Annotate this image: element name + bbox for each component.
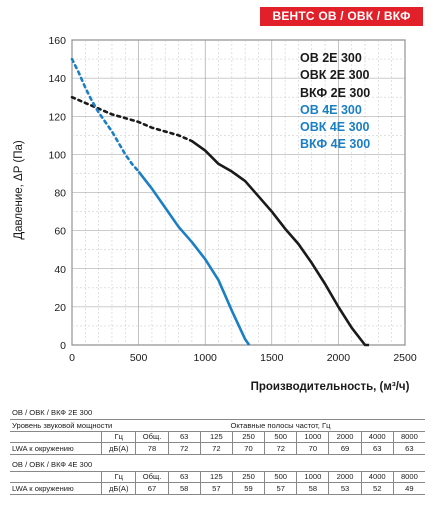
x-tick-label: 500 (130, 352, 148, 364)
y-tick-label: 100 (48, 149, 66, 161)
table-cell: 72 (199, 442, 233, 455)
table-cell: дБ(А) (101, 442, 136, 455)
y-tick-label: 20 (54, 302, 66, 314)
x-axis-label: Производительность, (м³/ч) (251, 381, 410, 393)
chart-legend: ОВ 2Е 300 ОВК 2Е 300 ВКФ 2Е 300 ОВ 4Е 30… (300, 50, 390, 154)
table-row-label: LWA к окружению (10, 442, 102, 455)
sound-table-4e: Гц Общ. 63 125 250 500 1000 2000 4000 80… (10, 470, 425, 495)
y-axis-label: Давление, ΔP (Па) (13, 140, 25, 240)
table-row-label: Уровень звуковой мощности (10, 419, 136, 431)
chart-series (70, 57, 370, 347)
table-cell: 125 (199, 430, 233, 443)
product-badge: ВЕНТС ОВ / ОВК / ВКФ (260, 7, 423, 26)
series-1-line (137, 170, 251, 346)
legend-entry: ОВ 4Е 300 (300, 102, 362, 117)
table-cell: 57 (264, 482, 297, 495)
performance-chart: 0 500 1000 1500 2000 2500 0 20 40 60 80 100 120 140 16… (13, 35, 417, 393)
table-cell: 4000 (360, 470, 394, 483)
table-cell: 500 (264, 470, 297, 483)
table-cell: 125 (199, 470, 233, 483)
table-cell: 78 (135, 442, 169, 455)
chart-ticks: 0 500 1000 1500 2000 2500 0 20 40 60 80 100 120 140 16… (48, 35, 416, 364)
table-header: Октавные полосы частот, Гц (135, 419, 425, 431)
table-cell: 63 (392, 442, 425, 455)
chart-grid (71, 39, 406, 346)
sound-tables: ОВ / ОВК / ВКФ 2Е 300 Уровень звуковой м… (10, 408, 425, 500)
y-tick-label: 120 (48, 111, 66, 123)
table-cell: 8000 (392, 470, 425, 483)
table-cell: 70 (296, 442, 329, 455)
sound-table-2e: Уровень звуковой мощности Октавные полос… (10, 419, 425, 455)
table-cell: дБ(А) (101, 482, 136, 495)
table-cell: 58 (167, 482, 201, 495)
series-0-line (191, 139, 370, 347)
legend-entry: ОВК 4Е 300 (300, 120, 370, 135)
table-cell: Гц (101, 470, 136, 483)
table-cell: 69 (328, 442, 362, 455)
table-row-label: LWA к окружению (10, 482, 102, 495)
y-tick-label: 40 (54, 264, 66, 276)
x-tick-label: 0 (69, 352, 75, 364)
legend-entry: ОВК 2Е 300 (300, 68, 370, 83)
x-tick-label: 1000 (194, 352, 218, 364)
x-tick-label: 2000 (327, 352, 351, 364)
table-cell: 70 (231, 442, 265, 455)
table-cell: 53 (328, 482, 362, 495)
table-title: ОВ / ОВК / ВКФ 4Е 300 (12, 459, 93, 469)
y-tick-label: 0 (60, 340, 66, 352)
y-tick-label: 80 (54, 188, 66, 200)
legend-entry: ВКФ 4Е 300 (300, 137, 371, 152)
table-cell: 500 (264, 430, 297, 443)
y-tick-label: 160 (48, 35, 66, 47)
table-cell: 250 (231, 430, 265, 443)
x-tick-label: 2500 (393, 352, 417, 364)
table-cell: 2000 (328, 430, 362, 443)
table-cell: 52 (360, 482, 394, 495)
table-cell: 4000 (360, 430, 394, 443)
table-cell: 63 (360, 442, 394, 455)
table-cell: Общ. (135, 470, 169, 483)
table-cell: 57 (199, 482, 233, 495)
x-tick-label: 1500 (260, 352, 284, 364)
table-cell: 2000 (328, 470, 362, 483)
table-cell: 250 (231, 470, 265, 483)
table-cell: 8000 (392, 430, 425, 443)
table-cell: 72 (264, 442, 297, 455)
series-1-dashed-line (70, 57, 140, 173)
table-cell: 58 (296, 482, 329, 495)
table-cell: 63 (167, 470, 201, 483)
table-cell: 72 (167, 442, 201, 455)
table-cell: 1000 (296, 470, 329, 483)
table-title: ОВ / ОВК / ВКФ 2Е 300 (12, 408, 93, 417)
legend-entry: ВКФ 2Е 300 (300, 85, 371, 100)
table-cell: Общ. (135, 430, 169, 443)
table-cell: 59 (231, 482, 265, 495)
legend-entry: ОВ 2Е 300 (300, 51, 362, 65)
y-tick-label: 60 (54, 226, 66, 238)
table-cell: 63 (167, 430, 201, 443)
table-cell: 1000 (296, 430, 329, 443)
table-cell: 67 (135, 482, 169, 495)
table-cell: 49 (392, 482, 425, 495)
y-tick-label: 140 (48, 73, 66, 85)
series-0-dashed-line (70, 95, 194, 143)
table-cell: Гц (101, 430, 136, 443)
